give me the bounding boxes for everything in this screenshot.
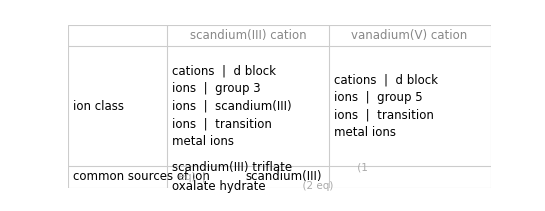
Text: eq)  |: eq) | [172,172,213,182]
Text: oxalate hydrate: oxalate hydrate [172,180,266,193]
Text: vanadium(V) cation: vanadium(V) cation [352,29,468,42]
Text: common sources of ion: common sources of ion [73,170,210,183]
Text: ion class: ion class [73,100,124,113]
Text: (1: (1 [354,162,367,172]
Text: cations  |  d block
ions  |  group 3
ions  |  scandium(III)
ions  |  transition
: cations | d block ions | group 3 ions | … [172,65,292,148]
Text: scandium(III) cation: scandium(III) cation [190,29,306,42]
Text: scandium(III): scandium(III) [245,170,322,183]
Text: cations  |  d block
ions  |  group 5
ions  |  transition
metal ions: cations | d block ions | group 5 ions | … [334,73,438,139]
Text: scandium(III) triflate: scandium(III) triflate [172,161,293,174]
Text: (2 eq): (2 eq) [296,181,334,191]
